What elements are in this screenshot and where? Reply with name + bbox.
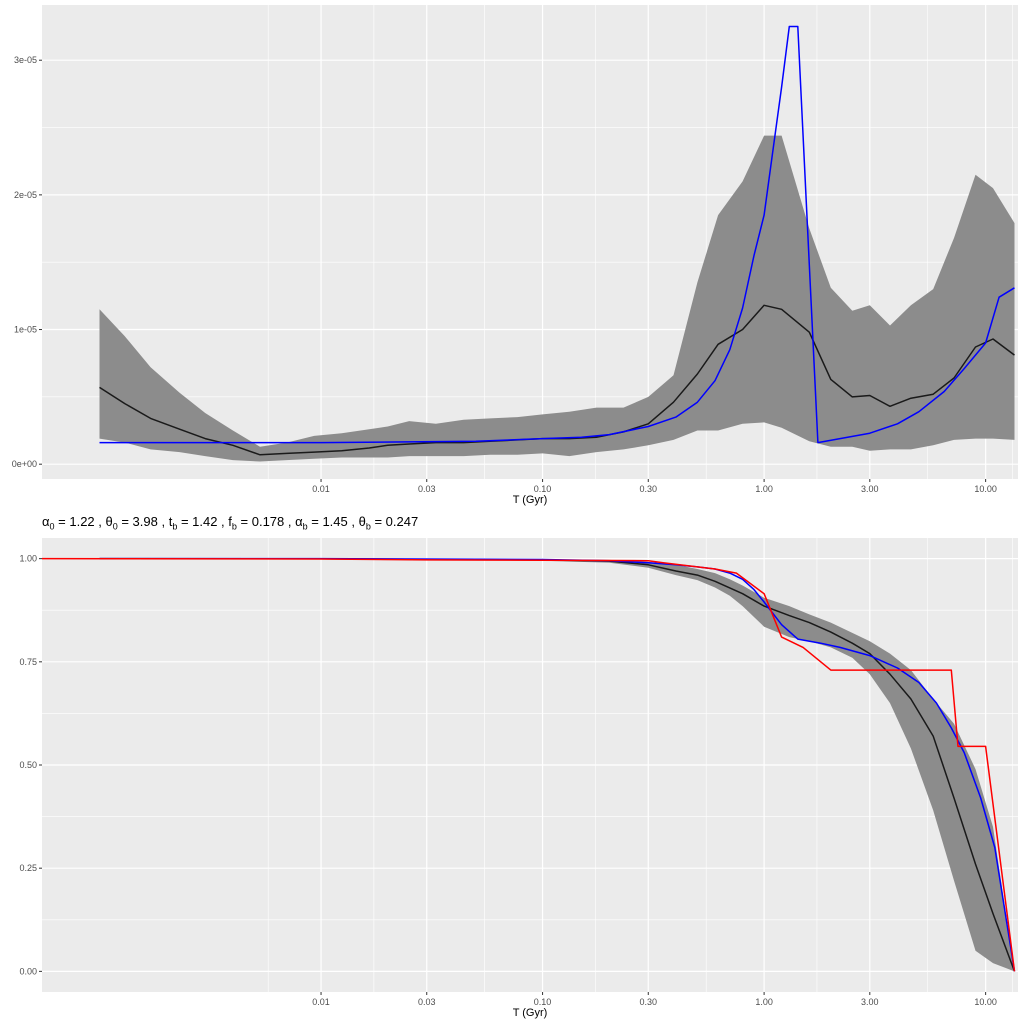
x-tick-label: 0.30	[640, 484, 658, 494]
alpha0-value: = 1.22 ,	[54, 514, 106, 529]
panel-1: 0.01 0.03 0.10 0.30 1.00 3.00 10.00 0e+00 1e-05 2…	[12, 5, 1018, 506]
alphab-value: = 1.45 ,	[307, 514, 359, 529]
x-tick-label: 1.00	[755, 997, 773, 1007]
x-tick-label: 10.00	[974, 997, 997, 1007]
x-tick-label: 0.30	[640, 997, 658, 1007]
x-tick-label: 0.01	[312, 997, 330, 1007]
theta0-value: = 3.98 ,	[117, 514, 169, 529]
median-line-black	[99, 557, 1016, 972]
confidence-band	[99, 135, 1015, 462]
x-tick-label: 3.00	[861, 484, 879, 494]
x-tick-label: 0.03	[418, 484, 436, 494]
panel-2: 0.01 0.03 0.10 0.30 1.00 3.00 10.00 0.00 0.25 0.5…	[19, 538, 1018, 1019]
tb-subscript: b	[172, 521, 178, 532]
alpha0-subscript: 0	[49, 521, 55, 532]
x-tick-label: 1.00	[755, 484, 773, 494]
model-line-blue	[99, 25, 1015, 444]
x-tick-label: 0.03	[418, 997, 436, 1007]
x-tick-label: 3.00	[861, 997, 879, 1007]
median-line-black	[99, 304, 1015, 456]
y-tick-label: 0.50	[19, 760, 37, 770]
theta0-symbol: θ	[105, 514, 113, 529]
x-tick-label: 0.01	[312, 484, 330, 494]
alpha0-symbol: α	[42, 514, 50, 529]
thetab-subscript: b	[365, 521, 371, 532]
x-tick-label: 10.00	[974, 484, 997, 494]
x-tick-label: 0.10	[534, 484, 552, 494]
fb-subscript: b	[231, 521, 237, 532]
x-axis-title: T (Gyr)	[513, 1007, 548, 1019]
y-tick-label: 1.00	[19, 554, 37, 564]
data-line-red	[41, 557, 1016, 972]
fb-value: = 0.178 ,	[236, 514, 296, 529]
y-tick-label: 2e-05	[14, 190, 37, 200]
x-axis-title: T (Gyr)	[513, 494, 548, 506]
y-tick-label: 0e+00	[12, 459, 37, 469]
theta0-subscript: 0	[112, 521, 118, 532]
thetab-symbol: θ	[358, 514, 366, 529]
alphab-subscript: b	[302, 521, 308, 532]
parameter-annotation: α0 = 1.22 , θ0 = 3.98 , tb = 1.42 , fb =…	[42, 514, 418, 532]
fb-symbol: f	[228, 514, 232, 529]
y-tick-label: 0.25	[19, 863, 37, 873]
x-tick-label: 0.10	[534, 997, 552, 1007]
y-tick-label: 0.00	[19, 966, 37, 976]
thetab-value: = 0.247	[370, 514, 419, 529]
tb-symbol: t	[168, 514, 173, 529]
y-tick-label: 1e-05	[14, 325, 37, 335]
y-tick-label: 3e-05	[14, 55, 37, 65]
tb-value: = 1.42 ,	[177, 514, 229, 529]
model-line-blue	[99, 557, 1016, 972]
alphab-symbol: α	[295, 514, 303, 529]
y-tick-label: 0.75	[19, 657, 37, 667]
